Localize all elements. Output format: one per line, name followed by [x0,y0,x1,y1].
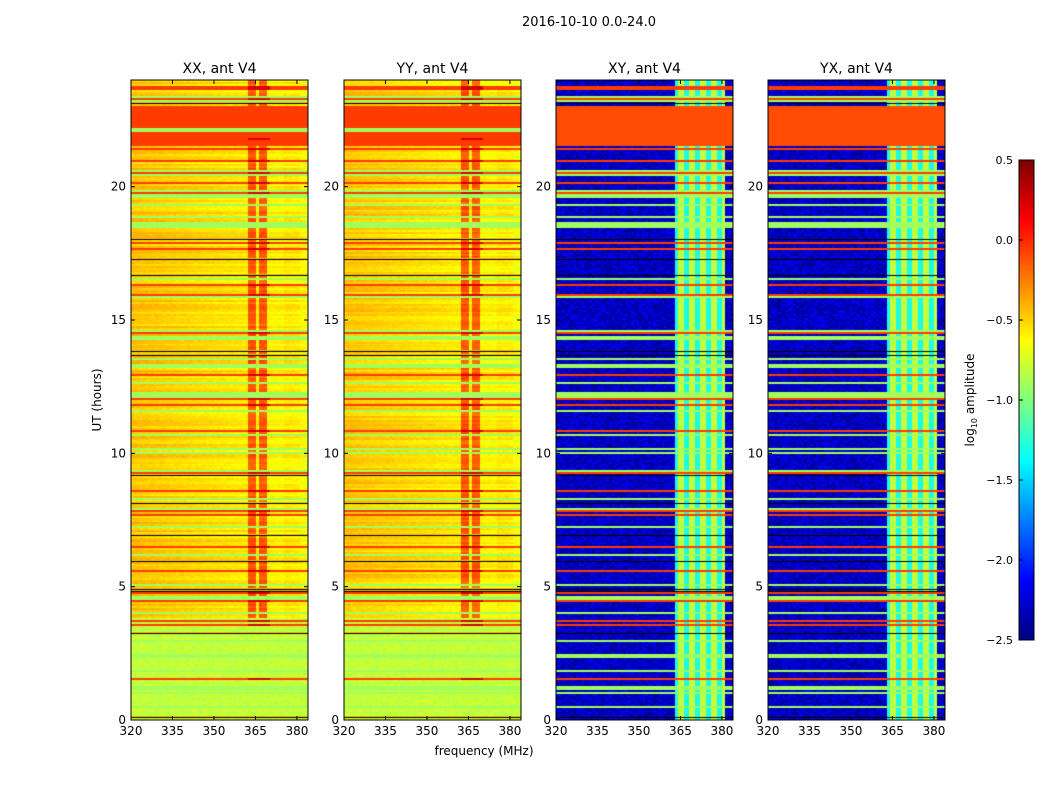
colorbar-label: log10 amplitude [963,354,979,447]
panel-title: YX, ant V4 [819,61,893,77]
x-tick-label: 335 [798,724,821,738]
panel-frame [343,79,522,721]
colorbar-tick-label: −0.5 [986,314,1013,327]
panel-title: YY, ant V4 [396,61,469,77]
y-tick-label: 20 [111,180,126,194]
y-tick-label: 15 [324,313,339,327]
colorbar-tick-label: 0.0 [996,234,1014,247]
colorbar-tick-label: −2.0 [986,554,1013,567]
y-tick-label: 10 [111,446,126,460]
x-tick-label: 380 [285,724,308,738]
y-tick-label: 15 [536,313,551,327]
heatmap-xy [556,80,733,720]
y-tick-label: 0 [755,713,763,727]
x-tick-label: 365 [881,724,904,738]
x-tick-label: 350 [628,724,651,738]
panel-title: XY, ant V4 [608,61,681,77]
panel-frame [130,79,309,721]
x-tick-label: 320 [545,724,568,738]
colorbar-tick-label: −1.5 [986,474,1013,487]
x-tick-label: 320 [757,724,780,738]
heatmap-yx [768,80,945,720]
x-tick-label: 320 [333,724,356,738]
y-tick-label: 20 [324,180,339,194]
x-tick-label: 335 [586,724,609,738]
y-tick-label: 15 [111,313,126,327]
x-tick-label: 350 [840,724,863,738]
colorbar-tick-label: 0.5 [996,154,1014,167]
y-tick-label: 5 [331,580,339,594]
x-tick-label: 380 [922,724,945,738]
panel-frame [767,79,946,721]
heatmap-xx [131,80,308,720]
x-tick-label: 335 [161,724,184,738]
x-tick-label: 365 [669,724,692,738]
x-axis-label: frequency (MHz) [434,744,533,758]
x-tick-label: 380 [710,724,733,738]
y-tick-label: 15 [748,313,763,327]
x-tick-label: 320 [120,724,143,738]
y-tick-label: 20 [748,180,763,194]
panel-title: XX, ant V4 [183,61,257,77]
x-tick-label: 350 [416,724,439,738]
y-tick-label: 5 [543,580,551,594]
y-tick-label: 5 [118,580,126,594]
y-tick-label: 10 [536,446,551,460]
y-tick-label: 10 [324,446,339,460]
x-tick-label: 380 [498,724,521,738]
y-tick-label: 0 [331,713,339,727]
figure-title: 2016-10-10 0.0-24.0 [522,15,656,30]
y-tick-label: 10 [748,446,763,460]
panel-frame [555,79,734,721]
colorbar-tick-label: −1.0 [986,394,1013,407]
heatmap-yy [344,80,521,720]
colorbar-gradient [1019,160,1034,640]
y-tick-label: 0 [543,713,551,727]
y-tick-label: 20 [536,180,551,194]
x-tick-label: 335 [374,724,397,738]
y-axis-label: UT (hours) [90,368,104,431]
x-tick-label: 365 [244,724,267,738]
colorbar-tick-label: −2.5 [986,634,1013,647]
y-tick-label: 5 [755,580,763,594]
x-tick-label: 365 [457,724,480,738]
y-tick-label: 0 [118,713,126,727]
x-tick-label: 350 [203,724,226,738]
